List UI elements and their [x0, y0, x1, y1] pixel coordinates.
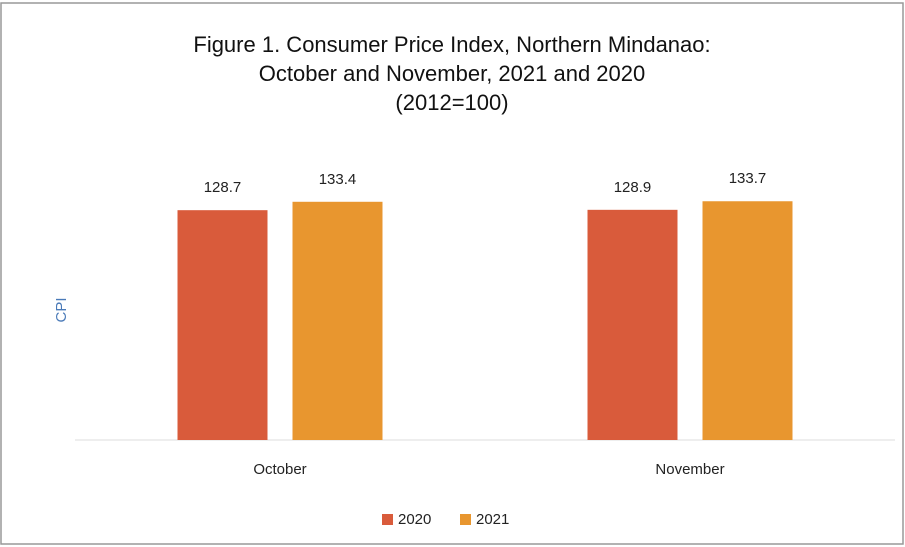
data-label: 133.7 [729, 170, 767, 187]
bar [292, 201, 383, 440]
data-label: 133.4 [319, 171, 357, 188]
legend-swatch [460, 514, 471, 525]
data-label: 128.9 [614, 179, 652, 196]
y-axis-label: CPI [53, 297, 70, 322]
chart-title: October and November, 2021 and 2020 [259, 61, 646, 86]
legend-label: 2020 [398, 511, 431, 528]
data-label: 128.7 [204, 179, 242, 196]
x-tick-label: October [253, 461, 306, 478]
chart-title: Figure 1. Consumer Price Index, Northern… [193, 32, 710, 57]
bar [177, 210, 268, 440]
bar [587, 209, 678, 440]
legend-label: 2021 [476, 511, 509, 528]
chart-title: (2012=100) [395, 90, 508, 115]
x-tick-label: November [655, 461, 724, 478]
bar [702, 201, 793, 440]
legend-swatch [382, 514, 393, 525]
